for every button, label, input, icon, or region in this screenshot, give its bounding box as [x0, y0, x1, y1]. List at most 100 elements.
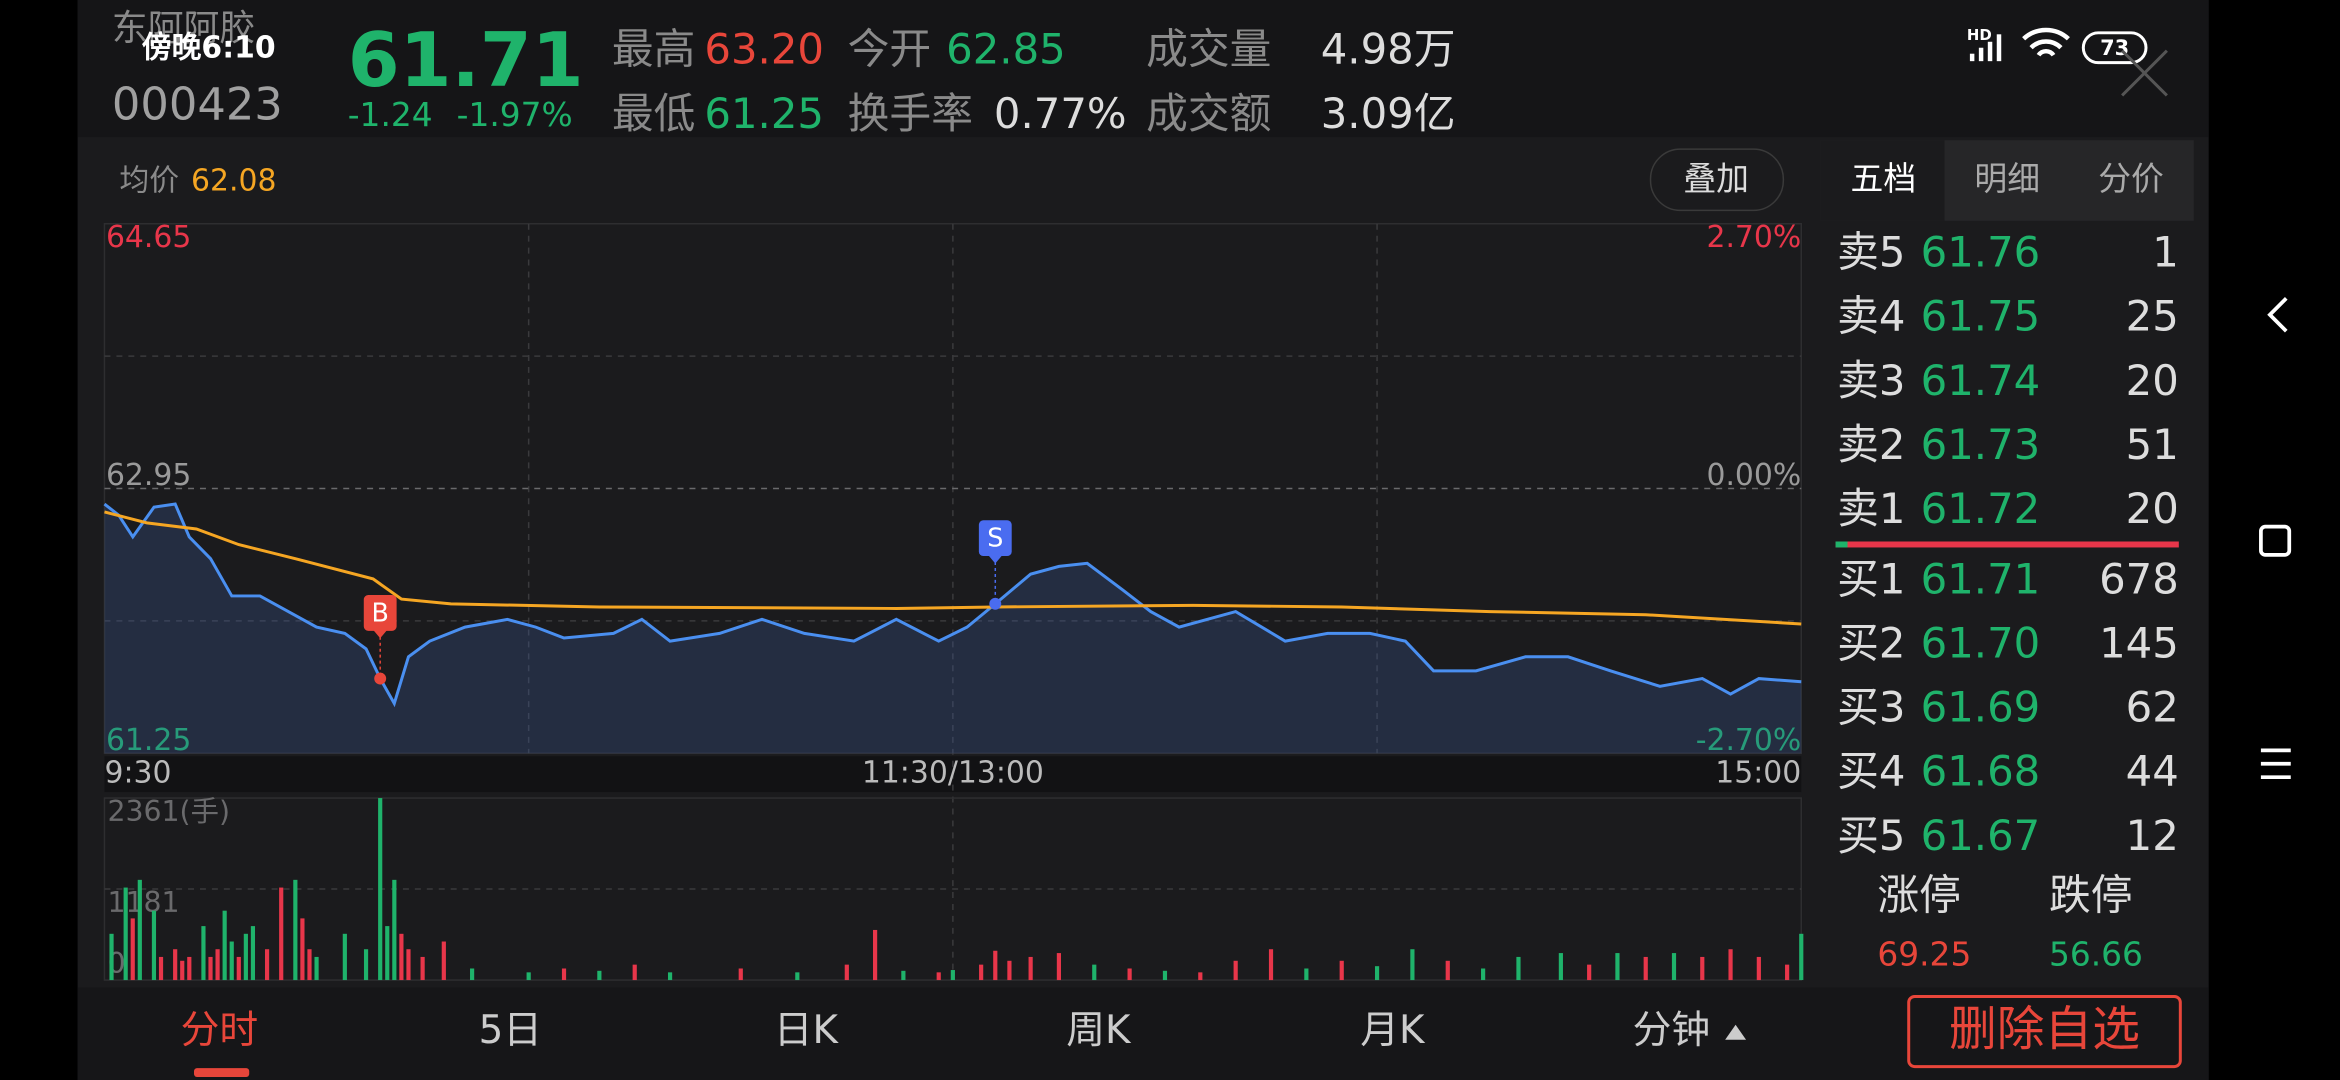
volume-bar — [1162, 970, 1168, 981]
volume-bar — [993, 950, 998, 981]
volume-bar — [173, 949, 178, 981]
volume-bar — [1339, 960, 1344, 981]
order-label: 卖2 — [1837, 420, 1905, 469]
volume-bar — [1374, 966, 1380, 981]
last-price: 61.71 — [348, 17, 584, 104]
marker-dot — [374, 672, 387, 685]
side-tab[interactable]: 分价 — [2098, 160, 2164, 198]
order-price: 61.76 — [1921, 228, 2041, 277]
marker-tip — [987, 554, 1003, 564]
order-price: 61.72 — [1921, 484, 2041, 533]
order-price: 61.75 — [1921, 292, 2041, 341]
bottom-tab[interactable]: 5日 — [479, 1008, 542, 1053]
stat-label: 换手率 — [848, 89, 973, 138]
order-label: 卖4 — [1837, 292, 1905, 341]
volume-bar — [632, 964, 637, 981]
volume-bar — [1700, 956, 1705, 981]
x-tick-label: 15:00 — [1715, 756, 1801, 791]
limit-down-value: 56.66 — [2049, 936, 2143, 974]
volume-bar — [1198, 972, 1203, 981]
stat-label: 最低 — [612, 89, 696, 138]
volume-bar — [158, 956, 164, 981]
volume-bar — [187, 956, 192, 981]
close-button[interactable] — [2121, 49, 2168, 97]
volume-bar — [738, 968, 743, 981]
volume-bar — [1410, 949, 1415, 981]
volume-bar — [526, 972, 531, 981]
volume-bar — [392, 879, 397, 981]
stat-label: 成交量 — [1146, 25, 1271, 74]
marker-label: S — [987, 523, 1003, 553]
volume-bar — [279, 887, 284, 981]
y-tick-label: 64.65 — [106, 220, 191, 255]
y2-tick-label: 0.00% — [1706, 458, 1801, 493]
price-area — [104, 504, 1802, 754]
volume-bar — [795, 972, 800, 981]
volume-bar — [229, 941, 234, 981]
bottom-tab[interactable]: 日K — [774, 1008, 840, 1053]
volume-bar — [844, 964, 849, 981]
bottom-tab[interactable]: 分时 — [181, 1008, 259, 1053]
x-tick-label: 9:30 — [104, 756, 171, 791]
bottom-tab[interactable]: 分钟 — [1633, 1008, 1711, 1053]
y-tick-label: 62.95 — [106, 458, 191, 493]
stat-value: 61.25 — [704, 89, 824, 138]
bottom-tab[interactable]: 月K — [1360, 1008, 1426, 1053]
volume-tick-label: 2361(手) — [107, 795, 230, 828]
order-volume: 1 — [2152, 228, 2179, 277]
order-volume: 62 — [2126, 683, 2179, 732]
volume-bar — [470, 968, 475, 981]
bottom-tab[interactable]: 周K — [1066, 1008, 1132, 1053]
price-change: -1.24 — [348, 96, 433, 134]
order-label: 买1 — [1837, 554, 1905, 603]
wifi-icon — [2022, 27, 2070, 57]
volume-bar — [1268, 949, 1274, 981]
stat-label: 最高 — [612, 25, 696, 74]
order-label: 卖1 — [1837, 484, 1905, 533]
nav-back[interactable] — [2267, 297, 2288, 333]
marker-tip — [372, 629, 388, 639]
order-volume: 20 — [2126, 484, 2179, 533]
side-tab[interactable]: 明细 — [1974, 160, 2040, 198]
order-price: 61.67 — [1921, 811, 2041, 860]
volume-bar — [1587, 964, 1592, 981]
volume-bar — [243, 933, 248, 981]
volume-bar — [208, 956, 213, 981]
volume-bar — [1785, 964, 1790, 981]
volume-bar — [378, 798, 383, 981]
avg-price-label: 均价 — [119, 163, 179, 198]
volume-bar — [130, 918, 135, 981]
volume-bar — [441, 941, 446, 981]
order-volume: 12 — [2126, 811, 2179, 860]
volume-bar — [1092, 964, 1097, 981]
stat-value: 4.98万 — [1321, 25, 1456, 74]
avg-price-value: 62.08 — [191, 163, 276, 198]
volume-bar — [1643, 956, 1648, 981]
order-price: 61.71 — [1921, 554, 2041, 603]
stat-value: 0.77% — [994, 89, 1127, 138]
nav-menu[interactable] — [2260, 748, 2291, 780]
stat-label: 成交额 — [1146, 89, 1271, 138]
battery-icon — [2081, 31, 2148, 65]
order-label: 买3 — [1837, 683, 1905, 732]
stock-code: 000423 — [112, 77, 283, 130]
volume-bar — [1756, 956, 1761, 981]
overlay-button[interactable] — [1649, 148, 1785, 212]
volume-bar — [597, 970, 602, 981]
volume-bar — [1558, 953, 1563, 981]
order-volume: 678 — [2099, 554, 2179, 603]
side-tab[interactable]: 五档 — [1851, 160, 1917, 198]
stat-value: 63.20 — [704, 25, 824, 74]
volume-bar — [123, 887, 128, 981]
avg-price-line — [104, 510, 1802, 626]
marker-badge — [978, 520, 1012, 557]
volume-bar — [399, 933, 404, 981]
order-price: 61.74 — [1921, 356, 2041, 405]
delete-button[interactable] — [1907, 994, 2182, 1069]
volume-bar — [342, 933, 347, 981]
nav-home[interactable] — [2259, 524, 2292, 557]
order-label: 卖3 — [1837, 356, 1905, 405]
marker-dot — [989, 597, 1002, 610]
